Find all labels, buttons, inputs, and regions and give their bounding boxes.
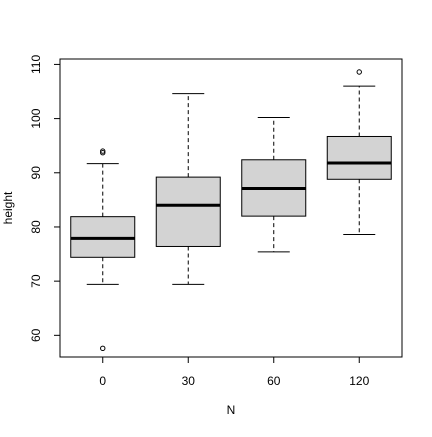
box-group-0: [70, 148, 136, 352]
x-tick-label: 60: [267, 374, 281, 388]
x-tick-label: 0: [99, 374, 106, 388]
box-iqr: [326, 135, 392, 180]
box-iqr: [155, 176, 221, 247]
x-axis-label: N: [227, 403, 236, 417]
y-tick-label: 60: [29, 328, 43, 342]
x-tick-label: 120: [349, 374, 369, 388]
outlier-point: [100, 148, 106, 154]
y-tick-label: 90: [29, 166, 43, 180]
boxes-layer: [70, 69, 392, 352]
y-axis: 60 70 80 90 100 110: [29, 55, 61, 342]
plot-frame: [59, 58, 403, 358]
box-group-30: [155, 93, 221, 285]
box-group-120: [326, 69, 392, 236]
outlier-point: [100, 150, 106, 156]
outlier-point: [100, 345, 106, 352]
x-tick-label: 30: [182, 374, 196, 388]
x-axis: 0 30 60 120: [99, 356, 370, 388]
y-tick-label: 80: [29, 220, 43, 234]
outlier-point: [356, 69, 362, 75]
y-axis-label: height: [1, 191, 15, 224]
y-tick-label: 70: [29, 274, 43, 288]
y-tick-label: 110: [29, 55, 43, 74]
box-group-60: [241, 117, 307, 253]
y-tick-label: 100: [29, 108, 43, 128]
